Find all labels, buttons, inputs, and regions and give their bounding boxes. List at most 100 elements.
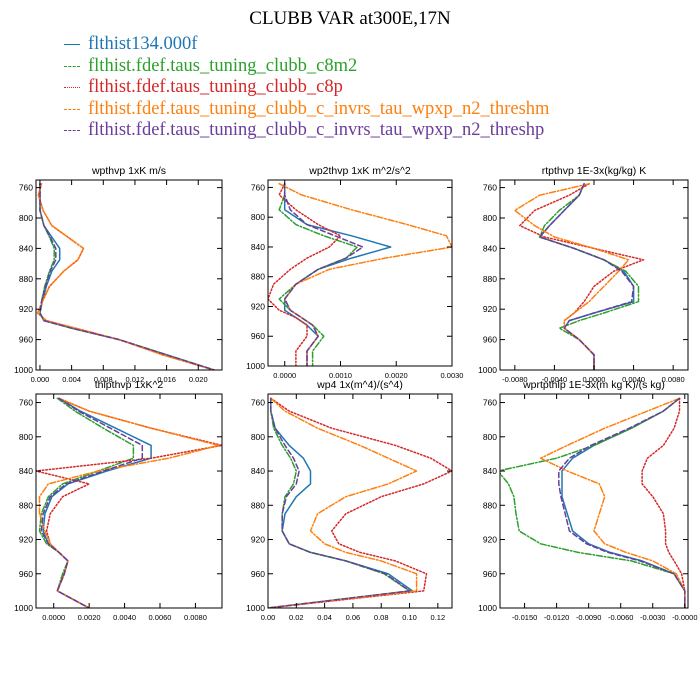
y-tick-label: 760 <box>19 183 33 193</box>
y-tick-label: 800 <box>251 432 265 442</box>
x-tick-label: 0.0020 <box>78 613 101 622</box>
x-tick-label: 0.0080 <box>662 375 685 384</box>
x-tick-label: 0.0000 <box>273 371 296 380</box>
x-tick-label: -0.0090 <box>576 613 601 622</box>
series-group <box>500 397 686 608</box>
series-group <box>514 183 645 370</box>
y-tick-label: 920 <box>251 535 265 545</box>
x-tick-label: -0.0120 <box>544 613 569 622</box>
series-line <box>561 397 686 608</box>
x-tick-label: 0.004 <box>62 375 81 384</box>
x-tick-label: -0.0150 <box>512 613 537 622</box>
series-line <box>538 183 635 370</box>
y-tick-label: 920 <box>483 304 497 314</box>
page-title: CLUBB VAR at300E,17N <box>249 8 451 29</box>
panel-title: wprtpthlp 1E-3x(m kg K)/(s kg) <box>522 379 665 391</box>
plot-frame <box>267 393 453 609</box>
y-tick-label: 880 <box>483 274 497 284</box>
y-tick-label: 920 <box>19 535 33 545</box>
y-tick-label: 800 <box>251 212 265 222</box>
y-tick-label: 960 <box>251 331 265 341</box>
legend-label: flthist.fdef.taus_tuning_clubb_c_invrs_t… <box>88 98 550 119</box>
x-tick-label: 0.0040 <box>622 375 645 384</box>
y-tick-label: 840 <box>483 466 497 476</box>
legend-label: flthist.fdef.taus_tuning_clubb_c8p <box>88 77 343 97</box>
y-tick-label: 760 <box>19 398 33 408</box>
series-line <box>268 397 452 608</box>
x-tick-label: 0.06 <box>346 613 361 622</box>
x-tick-label: 0.12 <box>431 613 446 622</box>
y-tick-label: 800 <box>483 213 497 223</box>
series-group <box>268 397 452 608</box>
series-line <box>283 182 392 366</box>
x-tick-label: 0.0000 <box>583 375 606 384</box>
series-line <box>38 397 220 608</box>
y-tick-label: 760 <box>483 398 497 408</box>
x-tick-label: 0.0020 <box>385 371 408 380</box>
x-tick-label: 0.10 <box>402 613 417 622</box>
y-tick-label: 800 <box>19 213 33 223</box>
y-tick-label: 840 <box>19 243 33 253</box>
y-tick-label: 960 <box>483 569 497 579</box>
y-tick-label: 840 <box>251 242 265 252</box>
panel-title: wp4 1x(m^4)/(s^4) <box>316 379 403 391</box>
x-tick-label: 0.0060 <box>149 613 172 622</box>
series-line <box>268 397 411 608</box>
series-line <box>283 182 364 366</box>
y-tick-label: 880 <box>483 500 497 510</box>
x-tick-label: 0.04 <box>317 613 332 622</box>
series-line <box>268 397 411 608</box>
plot-frame <box>499 179 689 371</box>
x-tick-label: -0.0040 <box>542 375 567 384</box>
x-tick-label: 0.00 <box>261 613 276 622</box>
x-tick-label: 0.08 <box>374 613 389 622</box>
legend-swatch <box>64 44 80 45</box>
plot-frame <box>35 179 223 371</box>
plot-frame <box>267 179 453 367</box>
series-line <box>38 397 135 608</box>
panel-title: thlpthvp 1xK^2 <box>95 379 164 391</box>
series-line <box>268 182 342 366</box>
y-tick-label: 880 <box>251 500 265 510</box>
y-tick-label: 800 <box>483 432 497 442</box>
series-line <box>500 397 686 608</box>
plot-frame <box>35 393 223 609</box>
x-tick-label: 0.016 <box>157 375 176 384</box>
series-group <box>268 182 452 366</box>
legend-label: flthist.fdef.taus_tuning_clubb_c_invrs_t… <box>88 120 545 140</box>
plot-frame <box>499 393 689 609</box>
chart-panel: wprtpthlp 1E-3x(m kg K)/(s kg) 760 800 840 8… <box>478 379 697 622</box>
y-tick-label: 1000 <box>14 365 33 375</box>
y-tick-label: 1000 <box>478 603 497 613</box>
legend-swatch <box>64 87 80 88</box>
chart-panel: wp2thvp 1xK m^2/s^2 760 800 840 880 920 960 100… <box>246 165 463 380</box>
x-tick-label: -0.0030 <box>640 613 665 622</box>
series-line <box>514 183 630 370</box>
series-group <box>36 183 215 370</box>
y-tick-label: 760 <box>483 183 497 193</box>
chart-panel: wpthvp 1xK m/s76080084088092096010000.00… <box>14 165 223 384</box>
y-tick-label: 960 <box>19 569 33 579</box>
legend-swatch <box>64 130 80 131</box>
series-line <box>538 183 635 370</box>
x-tick-label: 0.0000 <box>42 613 65 622</box>
x-tick-label: 0.0080 <box>184 613 207 622</box>
chart-panel: thlpthvp 1xK^2 760 800 840 880 920 960 1000 0.00… <box>14 379 223 622</box>
x-tick-label: -0.0060 <box>608 613 633 622</box>
x-tick-label: 0.000 <box>31 375 50 384</box>
series-group <box>36 397 222 608</box>
series-line <box>538 183 640 370</box>
y-tick-label: 760 <box>251 398 265 408</box>
x-tick-label: 0.0030 <box>441 371 464 380</box>
y-tick-label: 840 <box>19 466 33 476</box>
legend-label: flthist134.000f <box>88 34 198 54</box>
legend-swatch <box>64 108 80 110</box>
y-tick-label: 920 <box>483 535 497 545</box>
series-line <box>40 397 144 608</box>
series-line <box>558 397 686 608</box>
legend-swatch <box>64 65 80 67</box>
x-tick-label: 0.020 <box>189 375 208 384</box>
panel-title: rtpthvp 1E-3x(kg/kg) K <box>542 165 646 177</box>
series-line <box>36 183 215 370</box>
